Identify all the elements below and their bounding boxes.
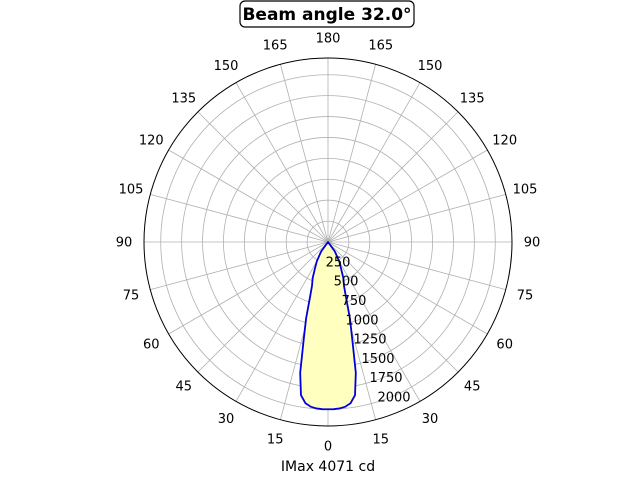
angular-gridline	[235, 241, 329, 402]
angle-tick-label: 105	[119, 183, 144, 198]
angle-tick-label: 90	[116, 236, 133, 251]
angle-tick-label: 135	[460, 91, 485, 106]
angular-gridline	[327, 241, 459, 373]
radial-tick-label: 1000	[345, 313, 378, 328]
angle-tick-label: 15	[373, 433, 390, 448]
angle-tick-label: 90	[524, 236, 541, 251]
angular-gridline	[327, 64, 377, 243]
series-line	[299, 241, 357, 411]
radial-tick-labels: 250 500 750 1000 1250 1500 1750 2000	[326, 255, 411, 405]
angle-tick-label: 30	[422, 412, 439, 427]
angle-tick-label: 165	[263, 39, 288, 54]
radial-tick-label: 2000	[377, 391, 410, 406]
chart-title: Beam angle 32.0°	[239, 0, 415, 28]
angular-gridline	[150, 193, 329, 243]
angular-gridline	[327, 241, 421, 402]
angle-tick-labels: 0 15 30 45 60 75 90 105 120 135 150 165 180 165 150 135…	[116, 32, 541, 455]
chart-title-box	[239, 0, 415, 28]
angle-tick-label: 45	[176, 380, 193, 395]
angle-tick-label: 30	[218, 412, 235, 427]
radial-tick-label: 1500	[361, 352, 394, 367]
angle-tick-label: 180	[316, 32, 341, 47]
angular-gridline	[327, 241, 488, 335]
angular-gridline	[197, 241, 329, 373]
angle-tick-label: 120	[139, 134, 164, 149]
angle-tick-label: 60	[496, 338, 513, 353]
radial-tick-label: 500	[334, 275, 359, 290]
radial-tick-label: 250	[326, 255, 351, 270]
angle-tick-label: 15	[267, 433, 284, 448]
angular-gridline	[327, 193, 506, 243]
radial-tick-label: 1250	[353, 333, 386, 348]
radial-tick-label: 1750	[369, 371, 402, 386]
angle-tick-label: 45	[464, 380, 481, 395]
angle-tick-label: 150	[214, 59, 239, 74]
polar-frame	[143, 57, 513, 427]
angular-gridline	[327, 111, 459, 243]
angular-gridline	[327, 82, 421, 243]
angular-gridline	[197, 111, 329, 243]
angular-gridline	[327, 241, 506, 291]
angular-gridline	[279, 64, 329, 243]
radial-tick-label: 750	[342, 294, 367, 309]
angular-gridline	[168, 149, 329, 243]
series-fill	[300, 242, 356, 410]
angle-tick-label: 60	[143, 338, 160, 353]
angle-tick-label: 135	[171, 91, 196, 106]
chart-title-text: Beam angle 32.0°	[242, 5, 411, 25]
angle-tick-label: 0	[324, 440, 332, 455]
angle-tick-label: 165	[368, 39, 393, 54]
x-axis-label: IMax 4071 cd	[281, 459, 375, 475]
angular-gridline	[168, 241, 329, 335]
series-layer	[299, 241, 357, 411]
angular-gridline	[235, 82, 329, 243]
angular-gridline	[150, 241, 329, 291]
angle-tick-label: 75	[517, 288, 534, 303]
angular-gridline	[327, 149, 488, 243]
angle-tick-label: 150	[418, 59, 443, 74]
angle-tick-label: 75	[123, 288, 140, 303]
angle-tick-label: 120	[492, 134, 517, 149]
angle-tick-label: 105	[513, 183, 538, 198]
